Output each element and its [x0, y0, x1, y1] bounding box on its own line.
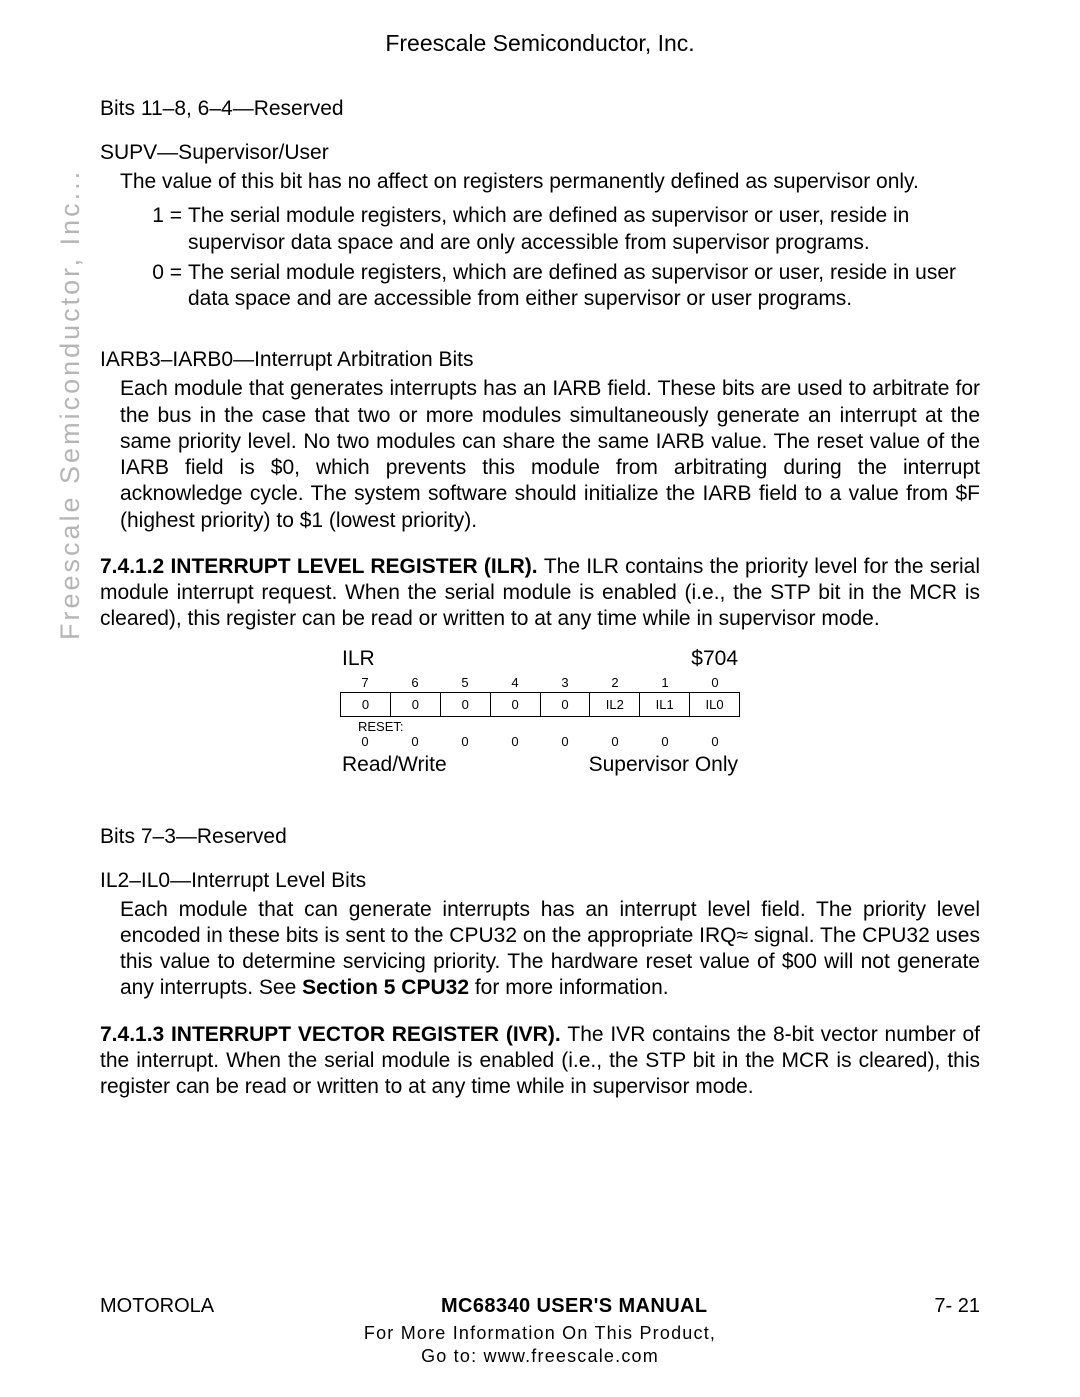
def-key-1: 1 =	[140, 203, 188, 256]
bit-num: 5	[440, 673, 490, 692]
reset-val: 0	[490, 734, 540, 751]
ivr-title: 7.4.1.3 INTERRUPT VECTOR REGISTER (IVR).	[100, 1023, 567, 1046]
para-il-body: Each module that can generate interrupts…	[120, 897, 980, 1002]
page-footer: MOTOROLA MC68340 USER'S MANUAL 7- 21 For…	[100, 1295, 980, 1367]
heading-bits-reserved-1: Bits 11–8, 6–4—Reserved	[100, 97, 980, 121]
footer-line1: For More Information On This Product,	[100, 1322, 980, 1345]
reset-val: 0	[440, 734, 490, 751]
heading-supv: SUPV—Supervisor/User	[100, 141, 980, 165]
bit-num: 0	[690, 673, 740, 692]
def-item-0: 0 = The serial module registers, which a…	[140, 260, 980, 313]
page-header: Freescale Semiconductor, Inc.	[100, 30, 980, 57]
bit-val: 0	[540, 693, 590, 716]
reset-val: 0	[340, 734, 390, 751]
register-privilege: Supervisor Only	[589, 753, 738, 777]
bit-num: 2	[590, 673, 640, 692]
bit-val: 0	[390, 693, 440, 716]
supv-definitions: 1 = The serial module registers, which a…	[140, 203, 980, 312]
def-text-0: The serial module registers, which are d…	[188, 260, 980, 313]
register-diagram: ILR $704 7 6 5 4 3 2 1 0 0 0 0 0 0 IL2 I…	[340, 647, 740, 777]
bit-num: 4	[490, 673, 540, 692]
il-body-post: for more information.	[469, 976, 669, 999]
watermark-text: Freescale Semiconductor, Inc...	[55, 169, 86, 640]
reset-val: 0	[640, 734, 690, 751]
bit-num: 1	[640, 673, 690, 692]
footer-line2: Go to: www.freescale.com	[100, 1345, 980, 1368]
heading-bits-reserved-2: Bits 7–3—Reserved	[100, 825, 980, 849]
bit-number-row: 7 6 5 4 3 2 1 0	[340, 673, 740, 692]
heading-il: IL2–IL0—Interrupt Level Bits	[100, 869, 980, 893]
bit-val: IL1	[639, 693, 689, 716]
footer-right: 7- 21	[934, 1295, 980, 1318]
bit-value-row: 0 0 0 0 0 IL2 IL1 IL0	[340, 692, 740, 717]
reset-val: 0	[590, 734, 640, 751]
reset-row: 0 0 0 0 0 0 0 0	[340, 734, 740, 751]
bit-num: 6	[390, 673, 440, 692]
register-name: ILR	[342, 647, 375, 671]
bit-num: 3	[540, 673, 590, 692]
para-iarb-body: Each module that generates interrupts ha…	[120, 376, 980, 534]
def-key-0: 0 =	[140, 260, 188, 313]
bit-val: IL0	[689, 693, 740, 716]
bit-val: 0	[490, 693, 540, 716]
register-access: Read/Write	[342, 753, 447, 777]
reset-val: 0	[540, 734, 590, 751]
bit-val: IL2	[589, 693, 639, 716]
section-ilr: 7.4.1.2 INTERRUPT LEVEL REGISTER (ILR). …	[100, 554, 980, 633]
reset-label: RESET:	[340, 717, 740, 734]
footer-left: MOTOROLA	[100, 1295, 214, 1318]
register-address: $704	[691, 647, 738, 671]
bit-val: 0	[440, 693, 490, 716]
reset-val: 0	[390, 734, 440, 751]
heading-iarb: IARB3–IARB0—Interrupt Arbitration Bits	[100, 348, 980, 372]
ilr-title: 7.4.1.2 INTERRUPT LEVEL REGISTER (ILR).	[100, 555, 544, 578]
footer-center: MC68340 USER'S MANUAL	[441, 1295, 708, 1318]
def-item-1: 1 = The serial module registers, which a…	[140, 203, 980, 256]
bit-num: 7	[340, 673, 390, 692]
def-text-1: The serial module registers, which are d…	[188, 203, 980, 256]
il-body-bold: Section 5 CPU32	[302, 976, 469, 999]
para-supv-body: The value of this bit has no affect on r…	[120, 169, 980, 195]
section-ivr: 7.4.1.3 INTERRUPT VECTOR REGISTER (IVR).…	[100, 1022, 980, 1101]
reset-val: 0	[690, 734, 740, 751]
bit-val: 0	[340, 693, 390, 716]
